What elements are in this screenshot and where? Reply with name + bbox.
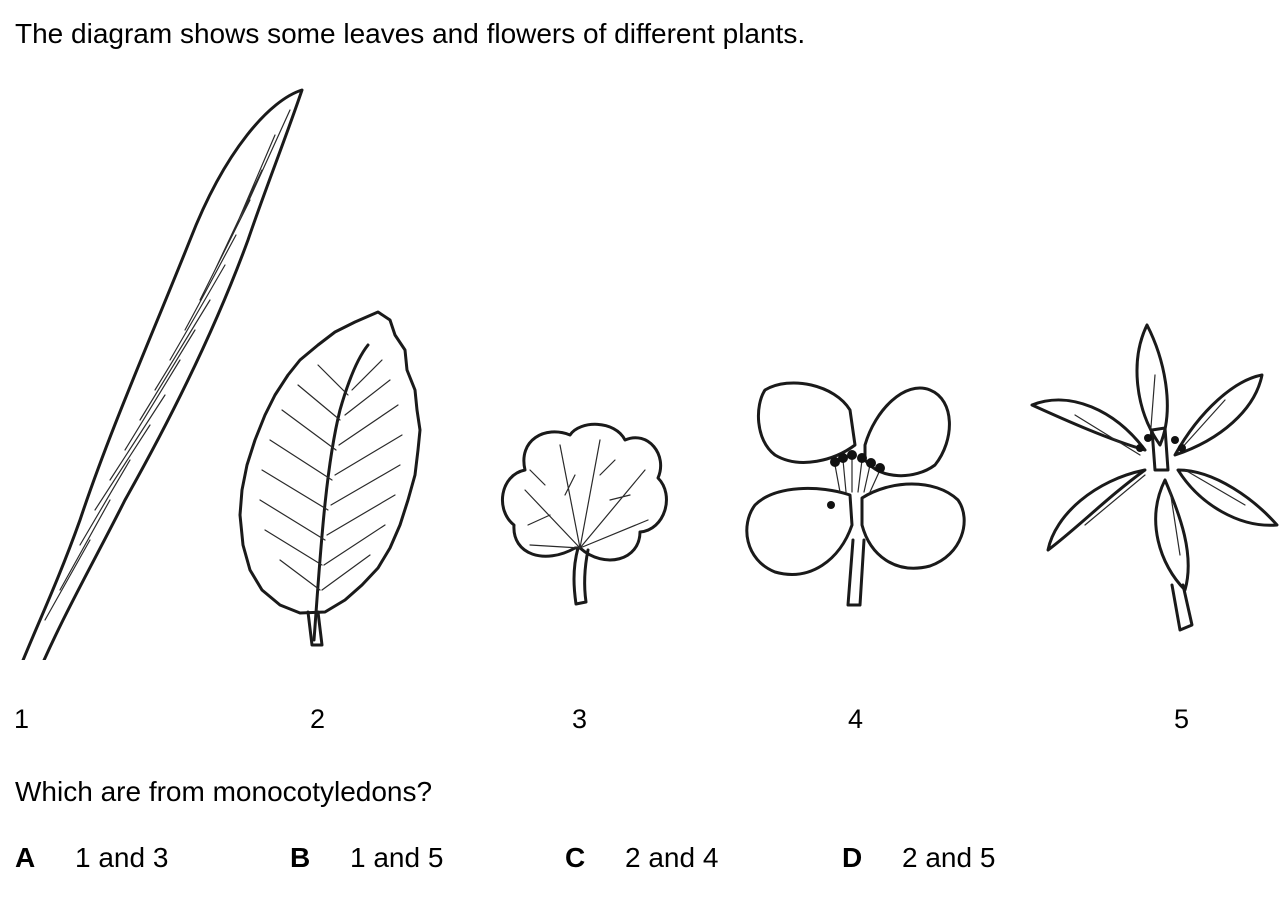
- option-b-text: 1 and 5: [350, 842, 444, 873]
- option-d-text: 2 and 5: [902, 842, 996, 873]
- label-1: 1: [14, 704, 30, 734]
- label-4: 4: [848, 704, 864, 734]
- option-c-text: 2 and 4: [625, 842, 719, 873]
- option-b-letter: B: [290, 842, 311, 873]
- question-text: Which are from monocotyledons?: [15, 776, 433, 807]
- flower-5-monocot: [1030, 323, 1279, 632]
- option-c-letter: C: [565, 842, 586, 873]
- option-a-letter: A: [15, 842, 36, 873]
- leaf-3-dicot: [500, 422, 668, 606]
- leaf-1-monocot: [21, 88, 304, 660]
- option-d[interactable]: D 2 and 5: [842, 842, 995, 874]
- option-b[interactable]: B 1 and 5: [290, 842, 443, 874]
- option-d-letter: D: [842, 842, 863, 873]
- option-a-text: 1 and 3: [75, 842, 169, 873]
- label-2: 2: [310, 704, 326, 734]
- plants-diagram: [21, 88, 1279, 660]
- flower-4-dicot: [745, 381, 966, 607]
- intro-text: The diagram shows some leaves and flower…: [15, 18, 806, 49]
- option-a[interactable]: A 1 and 3: [15, 842, 168, 874]
- leaf-2-dicot: [238, 310, 422, 647]
- label-3: 3: [572, 704, 588, 734]
- option-c[interactable]: C 2 and 4: [565, 842, 718, 874]
- label-5: 5: [1174, 704, 1190, 734]
